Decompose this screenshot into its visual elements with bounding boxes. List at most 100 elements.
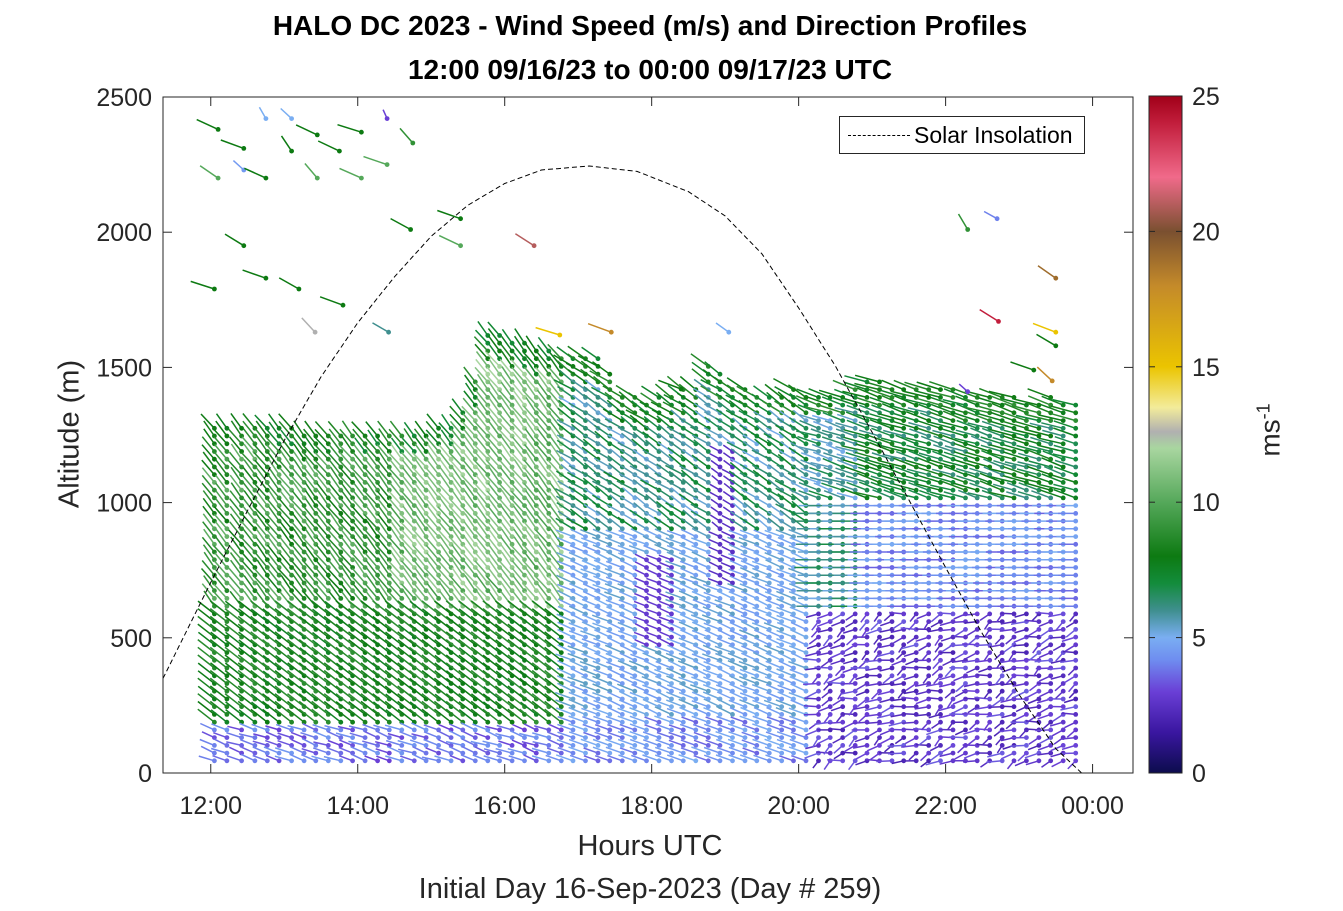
wind-barb-dot — [619, 719, 625, 725]
wind-barb-stem — [314, 467, 329, 483]
wind-barb-stem — [311, 677, 329, 692]
wind-barb-stem — [388, 513, 403, 530]
wind-barb-dot — [239, 727, 245, 733]
wind-barb-dot — [546, 511, 552, 516]
wind-barb-dot — [779, 727, 785, 733]
wind-barb-dot — [313, 719, 319, 725]
wind-barb-dot — [533, 433, 539, 439]
wind-barb-stem — [498, 413, 513, 429]
wind-barb-dot — [669, 758, 674, 764]
wind-barb-dot — [607, 657, 613, 663]
wind-barb-stem — [488, 344, 501, 360]
wind-barb-dot — [595, 611, 601, 617]
wind-barb-stem — [463, 390, 476, 406]
wind-barb-stem — [440, 544, 452, 561]
wind-barb-stem — [630, 528, 647, 538]
wind-barb-dot — [644, 572, 649, 578]
wind-barb-stem — [263, 746, 280, 754]
wind-barb-stem — [327, 498, 342, 514]
wind-barb-dot — [546, 758, 552, 764]
wind-barb-dot — [224, 580, 230, 586]
wind-barb-stem — [507, 677, 525, 692]
wind-barb-stem — [496, 724, 513, 731]
wind-barb-stem — [197, 677, 215, 692]
wind-barb-dot — [522, 596, 527, 601]
wind-barb-dot — [289, 456, 294, 462]
wind-barb-stem — [376, 575, 390, 592]
wind-barb-stem — [290, 536, 305, 553]
wind-barb-stem — [389, 575, 403, 592]
wind-barb-stem — [340, 583, 354, 599]
wind-barb-stem — [287, 693, 305, 708]
wind-barb-stem — [202, 521, 215, 538]
wind-barb-dot — [497, 395, 502, 400]
wind-barb-dot — [497, 743, 502, 748]
wind-barb-stem — [224, 639, 243, 654]
wind-barb-stem — [243, 443, 256, 460]
wind-barb-stem — [352, 490, 366, 507]
wind-barb-stem — [556, 560, 574, 569]
wind-barb-stem — [426, 482, 440, 499]
wind-barb-stem — [198, 755, 215, 762]
wind-barb-stem — [510, 405, 526, 422]
wind-barb-dot — [669, 750, 674, 756]
wind-barb-stem — [608, 517, 623, 530]
wind-barb-dot — [423, 464, 429, 470]
wind-barb-stem — [473, 459, 489, 476]
wind-barb-stem — [228, 544, 243, 561]
wind-barb-stem — [372, 701, 390, 715]
wind-barb-stem — [531, 623, 550, 638]
wind-barb-stem — [209, 685, 228, 700]
wind-barb-stem — [629, 509, 647, 522]
wind-barb-dot — [827, 657, 833, 663]
wind-barb-stem — [569, 582, 586, 592]
wind-barb-stem — [388, 567, 403, 584]
wind-barb-stem — [384, 600, 403, 615]
wind-barb-dot — [570, 750, 576, 756]
wind-barb-dot — [803, 634, 809, 640]
wind-barb-stem — [365, 451, 379, 468]
wind-barb-stem — [618, 529, 636, 538]
wind-barb-dot — [680, 750, 686, 756]
wind-barb-dot — [705, 619, 711, 624]
wind-barb-stem — [555, 470, 574, 484]
wind-barb-stem — [262, 662, 280, 677]
wind-barb-stem — [278, 560, 293, 576]
wind-barb-stem — [560, 456, 574, 468]
wind-barb-stem — [323, 755, 341, 762]
wind-barb-stem — [241, 746, 256, 754]
wind-barb-stem — [535, 366, 550, 383]
wind-barb-stem — [265, 521, 280, 538]
wind-barb-stem — [421, 600, 440, 615]
wind-barb-stem — [328, 490, 342, 507]
wind-barb-dot — [264, 580, 270, 586]
wind-barb-dot — [224, 449, 230, 454]
wind-barb-dot — [522, 727, 527, 733]
wind-barb-stem — [280, 451, 293, 468]
wind-barb-stem — [604, 536, 623, 545]
wind-barb-dot — [644, 627, 649, 632]
wind-barb-stem — [606, 427, 623, 437]
wind-barb-dot — [522, 356, 527, 362]
wind-barb-stem — [482, 677, 501, 692]
wind-barb-stem — [486, 513, 501, 530]
wind-barb-dot — [583, 719, 588, 725]
wind-barb-dot — [803, 425, 809, 431]
wind-barb-stem — [639, 408, 660, 422]
wind-barb-dot — [224, 472, 230, 478]
wind-barb-dot — [522, 480, 527, 485]
wind-barb-stem — [390, 528, 403, 545]
wind-barb-stem — [557, 628, 574, 638]
wind-barb-dot — [252, 557, 258, 563]
wind-barb-dot — [669, 650, 674, 655]
wind-barb-stem — [421, 615, 440, 630]
wind-barb-dot — [497, 735, 502, 740]
wind-barb-stem — [360, 623, 379, 638]
wind-barb-dot — [546, 464, 552, 470]
wind-barb-stem — [461, 506, 476, 522]
wind-barb-dot — [717, 549, 723, 555]
wind-barb-dot — [717, 712, 723, 717]
wind-barb-dot — [533, 395, 539, 400]
wind-barb-dot — [570, 642, 576, 648]
wind-barb-dot — [779, 611, 785, 617]
